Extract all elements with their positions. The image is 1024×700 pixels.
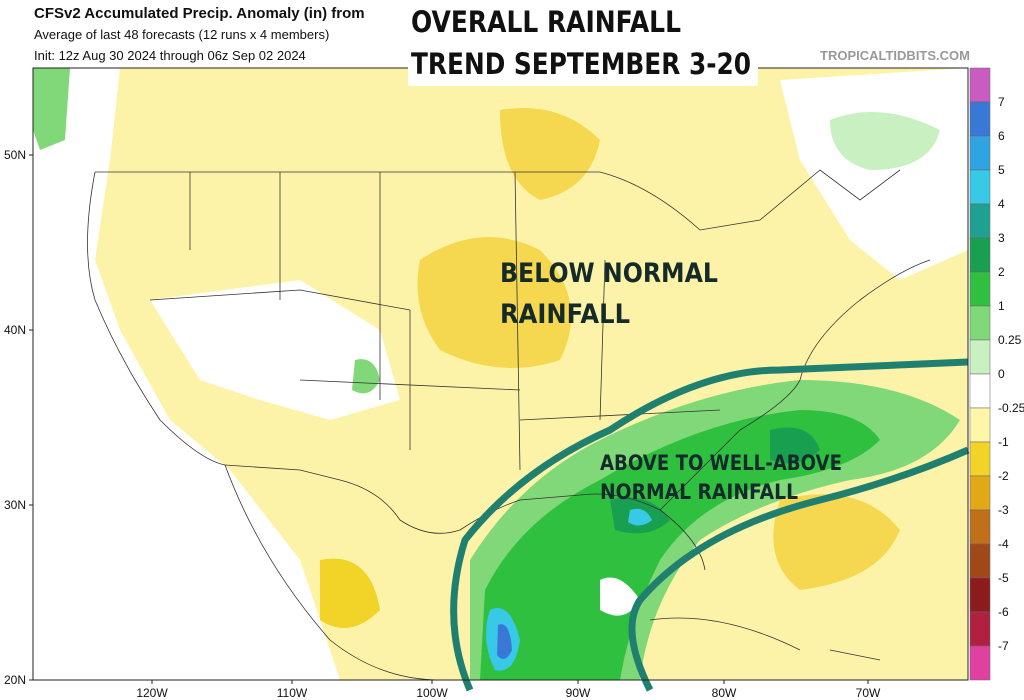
headline: OVERALL RAINFALL [411, 5, 681, 39]
colorbar-label: -7 [998, 639, 1009, 653]
lon-label: 120W [136, 686, 168, 700]
lat-label: 20N [4, 673, 26, 687]
colorbar-swatch [969, 373, 991, 409]
colorbar-label: 1 [998, 299, 1005, 313]
annotation: RAINFALL [500, 299, 630, 330]
colorbar-label: -0.25 [998, 401, 1024, 415]
lat-label: 30N [4, 498, 26, 512]
colorbar-label: -2 [998, 469, 1009, 483]
colorbar-swatch [969, 67, 991, 103]
colorbar-swatch [969, 509, 991, 545]
title: CFSv2 Accumulated Precip. Anomaly (in) f… [34, 5, 365, 22]
colorbar-swatch [969, 645, 991, 681]
source: TROPICALTIDBITS.COM [820, 48, 970, 63]
colorbar-label: -4 [998, 537, 1009, 551]
colorbar-label: -1 [998, 435, 1009, 449]
map-field [33, 68, 968, 680]
lat-label: 50N [4, 148, 26, 162]
colorbar-swatch [969, 611, 991, 647]
colorbar-label: -6 [998, 605, 1009, 619]
colorbar-swatch [969, 271, 991, 307]
colorbar-label: 2 [998, 265, 1005, 279]
colorbar-label: 6 [998, 129, 1005, 143]
forecast-outline [450, 358, 970, 692]
colorbar-label: -3 [998, 503, 1009, 517]
colorbar-swatch [969, 101, 991, 137]
colorbar-label: -5 [998, 571, 1009, 585]
colorbar-swatch [969, 441, 991, 477]
init: Init: 12z Aug 30 2024 through 06z Sep 02… [34, 48, 306, 63]
annotation: NORMAL RAINFALL [600, 480, 798, 504]
colorbar-swatch [969, 577, 991, 613]
lon-label: 70W [856, 686, 881, 700]
lat-label: 40N [4, 323, 26, 337]
colorbar-label: 5 [998, 163, 1005, 177]
lon-label: 90W [566, 686, 591, 700]
colorbar-swatch [969, 543, 991, 579]
colorbar-label: 4 [998, 197, 1005, 211]
colorbar-swatch [969, 135, 991, 171]
colorbar-label: 3 [998, 231, 1005, 245]
subtitle: Average of last 48 forecasts (12 runs x … [34, 27, 329, 42]
colorbar-swatch [969, 305, 991, 341]
headline-box [408, 0, 758, 86]
colorbar-label: 7 [998, 95, 1005, 109]
headline: TREND SEPTEMBER 3-20 [411, 47, 751, 81]
annotation: BELOW NORMAL [500, 258, 718, 289]
lon-label: 100W [416, 686, 448, 700]
colorbar-label: 0.25 [998, 333, 1022, 347]
colorbar-swatch [969, 237, 991, 273]
colorbar-swatch [969, 339, 991, 375]
colorbar-swatch [969, 475, 991, 511]
lon-label: 80W [712, 686, 737, 700]
lon-label: 110W [277, 686, 308, 700]
colorbar-swatch [969, 203, 991, 239]
colorbar-swatch [969, 407, 991, 443]
annotation: ABOVE TO WELL-ABOVE [600, 451, 842, 475]
colorbar-swatch [969, 169, 991, 205]
colorbar-label: 0 [998, 367, 1005, 381]
